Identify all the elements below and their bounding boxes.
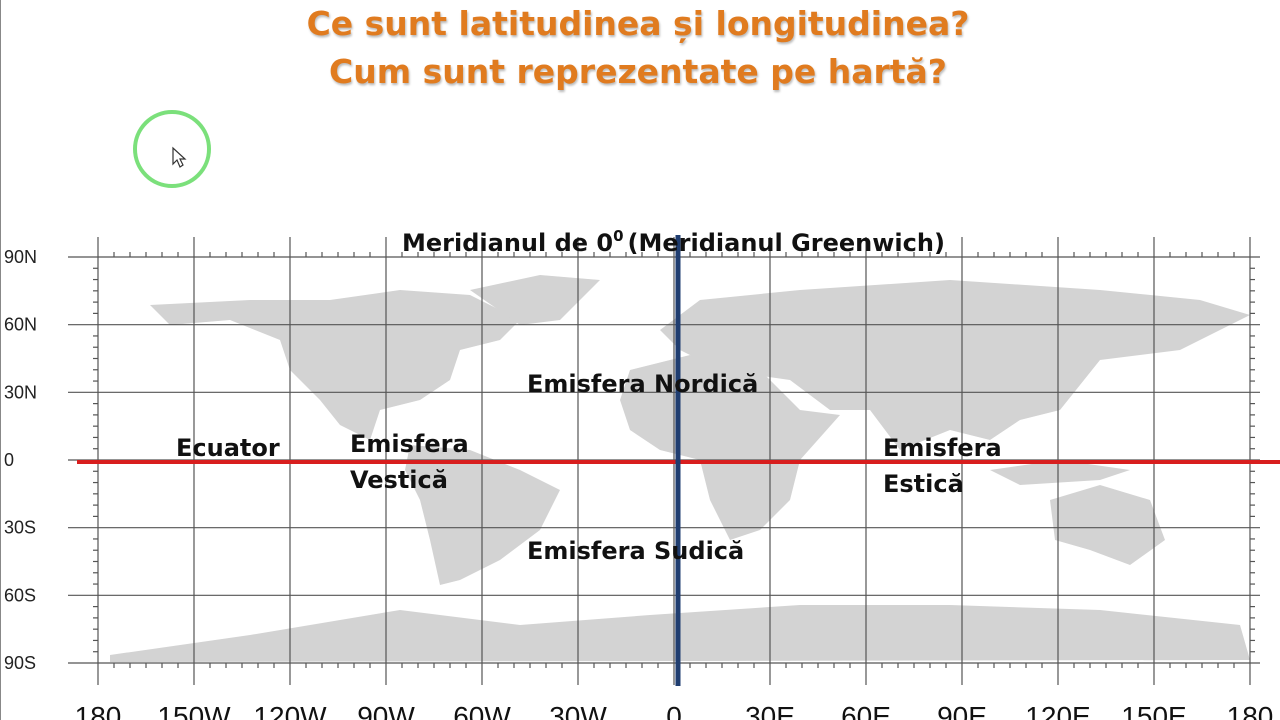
cursor-highlight bbox=[133, 110, 211, 188]
lat-label: 90S bbox=[4, 653, 36, 673]
west-label-1: Emisfera bbox=[350, 430, 469, 458]
lon-label: 30W bbox=[549, 701, 607, 720]
meridian-title-main: Meridianul de 0 bbox=[402, 229, 613, 257]
west-label-2: Vestică bbox=[350, 466, 448, 494]
indonesia bbox=[990, 460, 1130, 485]
lon-label: 60W bbox=[453, 701, 511, 720]
lon-label: 90E bbox=[937, 701, 987, 720]
title-line-2: Cum sunt reprezentate pe hartă? bbox=[329, 52, 947, 91]
title-line-1: Ce sunt latitudinea și longitudinea? bbox=[307, 4, 970, 43]
equator-label: Ecuator bbox=[176, 434, 280, 462]
lon-label: 150W bbox=[157, 701, 231, 720]
greenland bbox=[470, 275, 600, 325]
lon-label: 30E bbox=[745, 701, 795, 720]
north-label: Emisfera Nordică bbox=[527, 370, 758, 398]
lon-label: 60E bbox=[841, 701, 891, 720]
lon-label: 120E bbox=[1025, 701, 1090, 720]
africa bbox=[620, 355, 840, 540]
lat-label: 60S bbox=[4, 585, 36, 605]
north-america bbox=[150, 290, 520, 440]
lat-label: 0 bbox=[4, 450, 14, 470]
lon-label: 120W bbox=[253, 701, 327, 720]
lon-label: 90W bbox=[357, 701, 415, 720]
lat-label: 30N bbox=[4, 382, 37, 402]
meridian-title-superscript: 0 bbox=[613, 227, 623, 245]
meridian-title: Meridianul de 00 (Meridianul Greenwich) bbox=[402, 227, 945, 257]
south-label: Emisfera Sudică bbox=[527, 537, 744, 565]
eurasia bbox=[660, 280, 1250, 450]
lat-label: 30S bbox=[4, 518, 36, 538]
continents bbox=[110, 275, 1250, 662]
lon-label: 180 bbox=[1227, 701, 1274, 720]
mouse-cursor bbox=[172, 146, 187, 168]
east-label-2: Estică bbox=[883, 470, 964, 498]
lat-label: 60N bbox=[4, 315, 37, 335]
meridian-title-rest: (Meridianul Greenwich) bbox=[628, 229, 945, 257]
lon-label: 150E bbox=[1121, 701, 1186, 720]
australia bbox=[1050, 485, 1165, 565]
lon-label: 0 bbox=[666, 701, 682, 720]
lon-label: 180 bbox=[75, 701, 122, 720]
lat-label: 90N bbox=[4, 247, 37, 267]
east-label-1: Emisfera bbox=[883, 434, 1002, 462]
